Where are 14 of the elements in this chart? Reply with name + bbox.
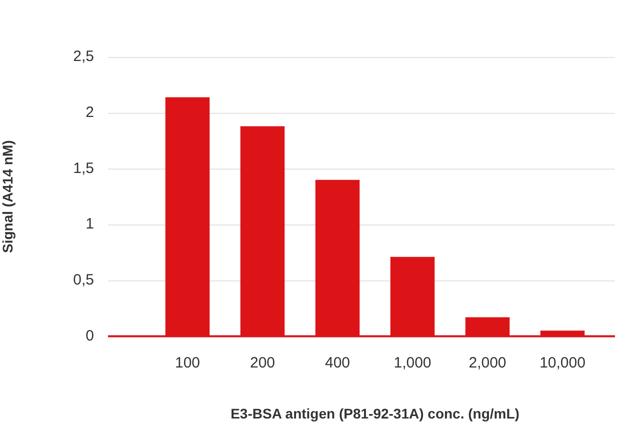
y-tick-label: 1 xyxy=(86,216,94,233)
x-axis-title: E3-BSA antigen (P81-92-31A) conc. (ng/mL) xyxy=(230,405,520,422)
y-tick-label: 0 xyxy=(86,327,94,344)
y-tick-label: 2,5 xyxy=(73,48,94,66)
x-tick-label: 10,000 xyxy=(540,354,586,372)
x-tick-label: 1,000 xyxy=(394,354,432,372)
x-tick-label: 2,000 xyxy=(468,354,506,372)
y-axis-title: Signal (A414 nM) xyxy=(0,140,16,253)
y-tick-label: 1,5 xyxy=(73,160,94,177)
y-tick-label: 2 xyxy=(86,104,94,121)
x-tick-label: 400 xyxy=(324,354,350,372)
y-tick-label: 0,5 xyxy=(73,272,94,288)
x-tick-label: 200 xyxy=(250,354,276,372)
x-tick-label: 100 xyxy=(174,354,200,372)
